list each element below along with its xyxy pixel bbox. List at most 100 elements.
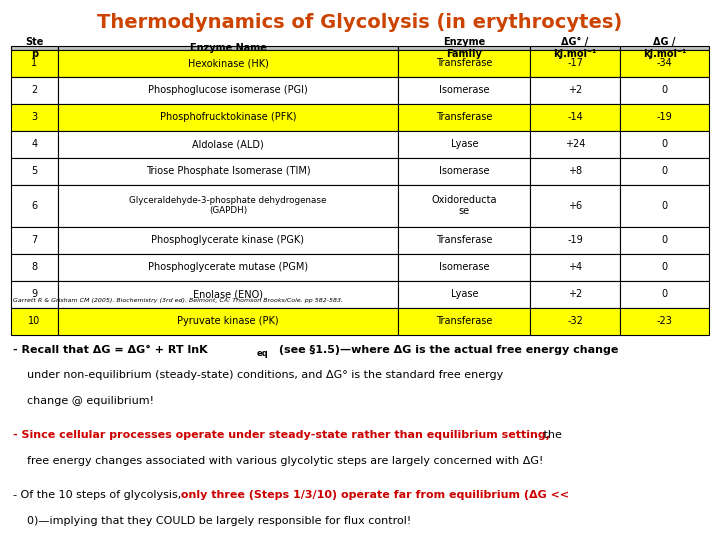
- Bar: [398, 281, 531, 308]
- Bar: [11, 227, 58, 254]
- Text: free energy changes associated with various glycolytic steps are largely concern: free energy changes associated with vari…: [27, 456, 544, 466]
- Text: Transferase: Transferase: [436, 316, 492, 326]
- Text: +4: +4: [568, 262, 582, 272]
- Bar: [11, 46, 58, 50]
- Bar: [531, 158, 620, 185]
- Bar: [620, 281, 709, 308]
- Bar: [58, 46, 398, 50]
- Text: Garrett R & Grisham CM (2005). Biochemistry (3rd ed). Belmont, CA: Thomson Brook: Garrett R & Grisham CM (2005). Biochemis…: [13, 299, 343, 303]
- Text: under non-equilibrium (steady-state) conditions, and ΔG° is the standard free en: under non-equilibrium (steady-state) con…: [27, 370, 503, 381]
- Bar: [11, 185, 58, 227]
- Text: -34: -34: [657, 58, 672, 68]
- Text: - Recall that ΔG = ΔG° + RT lnK: - Recall that ΔG = ΔG° + RT lnK: [13, 345, 207, 355]
- Bar: [531, 46, 620, 50]
- Text: 0: 0: [662, 85, 667, 95]
- Text: 1: 1: [31, 58, 37, 68]
- Text: 3: 3: [31, 112, 37, 122]
- Text: Triose Phosphate Isomerase (TIM): Triose Phosphate Isomerase (TIM): [145, 166, 310, 176]
- Text: 0: 0: [662, 166, 667, 176]
- Bar: [11, 308, 58, 335]
- Text: Transferase: Transferase: [436, 112, 492, 122]
- Text: Transferase: Transferase: [436, 235, 492, 245]
- Bar: [531, 104, 620, 131]
- Text: -14: -14: [567, 112, 583, 122]
- Bar: [58, 308, 398, 335]
- Bar: [58, 131, 398, 158]
- Bar: [58, 104, 398, 131]
- Text: 10: 10: [28, 316, 40, 326]
- Text: only three (Steps 1/3/10) operate far from equilibrium (ΔG <<: only three (Steps 1/3/10) operate far fr…: [177, 490, 570, 500]
- Bar: [398, 46, 531, 50]
- Text: 0)—implying that they COULD be largely responsible for flux control!: 0)—implying that they COULD be largely r…: [27, 516, 412, 525]
- Text: Thermodynamics of Glycolysis (in erythrocytes): Thermodynamics of Glycolysis (in erythro…: [97, 14, 623, 32]
- Text: Isomerase: Isomerase: [439, 85, 490, 95]
- Bar: [620, 77, 709, 104]
- Bar: [58, 158, 398, 185]
- Bar: [58, 254, 398, 281]
- Bar: [620, 227, 709, 254]
- Text: ΔG /
kJ.mol⁻¹: ΔG / kJ.mol⁻¹: [643, 37, 686, 58]
- Text: 0: 0: [662, 139, 667, 149]
- Text: 8: 8: [31, 262, 37, 272]
- Bar: [58, 185, 398, 227]
- Bar: [620, 158, 709, 185]
- Bar: [11, 131, 58, 158]
- Text: 7: 7: [31, 235, 37, 245]
- Text: Enzyme
Family: Enzyme Family: [444, 37, 485, 58]
- Text: Transferase: Transferase: [436, 58, 492, 68]
- Text: - Of the 10 steps of glycolysis,: - Of the 10 steps of glycolysis,: [13, 490, 181, 500]
- Text: Ste
p: Ste p: [25, 37, 43, 58]
- Text: +6: +6: [568, 201, 582, 211]
- Bar: [11, 50, 58, 77]
- Text: change @ equilibrium!: change @ equilibrium!: [27, 396, 154, 407]
- Bar: [58, 227, 398, 254]
- Bar: [398, 308, 531, 335]
- Bar: [620, 104, 709, 131]
- Bar: [620, 131, 709, 158]
- Bar: [398, 50, 531, 77]
- Text: - Since cellular processes operate under steady-state rather than equilibrium se: - Since cellular processes operate under…: [13, 430, 550, 440]
- Text: Pyruvate kinase (PK): Pyruvate kinase (PK): [177, 316, 279, 326]
- Bar: [531, 227, 620, 254]
- Bar: [11, 158, 58, 185]
- Text: Enolase (ENO): Enolase (ENO): [193, 289, 263, 299]
- Text: Isomerase: Isomerase: [439, 166, 490, 176]
- Bar: [620, 46, 709, 50]
- Text: Phosphoglycerate mutase (PGM): Phosphoglycerate mutase (PGM): [148, 262, 308, 272]
- Text: Enzyme Name: Enzyme Name: [189, 43, 266, 53]
- Text: -19: -19: [567, 235, 583, 245]
- Text: (see §1.5)—where ΔG is the actual free energy change: (see §1.5)—where ΔG is the actual free e…: [275, 345, 618, 355]
- Text: 2: 2: [31, 85, 37, 95]
- Text: 4: 4: [31, 139, 37, 149]
- Bar: [398, 131, 531, 158]
- Text: Glyceraldehyde-3-phosphate dehydrogenase
(GAPDH): Glyceraldehyde-3-phosphate dehydrogenase…: [130, 196, 327, 215]
- Text: +2: +2: [568, 85, 582, 95]
- Text: Phosphofrucktokinase (PFK): Phosphofrucktokinase (PFK): [160, 112, 296, 122]
- Bar: [398, 158, 531, 185]
- Text: eq: eq: [256, 349, 268, 358]
- Bar: [398, 254, 531, 281]
- Text: Phosphoglycerate kinase (PGK): Phosphoglycerate kinase (PGK): [151, 235, 305, 245]
- Bar: [531, 77, 620, 104]
- Bar: [398, 104, 531, 131]
- Text: 0: 0: [662, 201, 667, 211]
- Text: the: the: [540, 430, 562, 440]
- Bar: [58, 50, 398, 77]
- Text: -23: -23: [657, 316, 672, 326]
- Text: Oxidoreducta
se: Oxidoreducta se: [431, 195, 497, 217]
- Text: Isomerase: Isomerase: [439, 262, 490, 272]
- Bar: [620, 185, 709, 227]
- Text: +24: +24: [565, 139, 585, 149]
- Bar: [11, 77, 58, 104]
- Text: +8: +8: [568, 166, 582, 176]
- Bar: [398, 227, 531, 254]
- Text: 9: 9: [31, 289, 37, 299]
- Bar: [58, 281, 398, 308]
- Text: ΔG° /
kJ.mol⁻¹: ΔG° / kJ.mol⁻¹: [554, 37, 597, 58]
- Bar: [531, 254, 620, 281]
- Text: -19: -19: [657, 112, 672, 122]
- Bar: [11, 254, 58, 281]
- Bar: [531, 185, 620, 227]
- Bar: [531, 308, 620, 335]
- Bar: [398, 185, 531, 227]
